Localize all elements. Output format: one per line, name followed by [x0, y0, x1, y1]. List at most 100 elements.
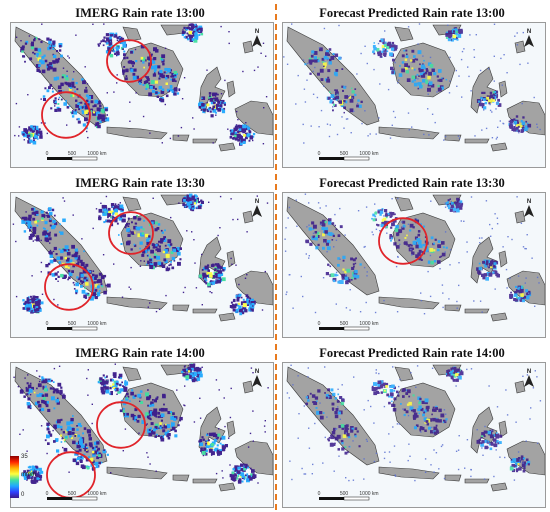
rain-pixel	[331, 101, 334, 104]
rain-pixel	[473, 300, 475, 302]
rain-pixel	[374, 215, 377, 218]
rain-pixel	[253, 69, 256, 72]
rain-pixel	[24, 131, 27, 134]
rain-pixel	[37, 307, 42, 312]
rain-pixel	[167, 436, 171, 440]
rain-pixel	[390, 214, 393, 217]
rain-pixel	[221, 445, 226, 449]
rain-pixel	[365, 301, 367, 304]
rain-pixel	[377, 386, 381, 390]
rain-pixel	[103, 290, 107, 295]
rain-pixel	[513, 126, 516, 129]
rain-pixel	[41, 69, 46, 74]
rain-pixel	[173, 259, 176, 262]
rain-pixel	[102, 449, 107, 454]
rain-pixel	[34, 239, 36, 241]
rain-pixel	[458, 28, 463, 33]
rain-pixel	[343, 100, 346, 103]
rain-pixel	[345, 85, 347, 88]
rain-pixel	[235, 294, 239, 299]
rain-pixel	[123, 388, 128, 392]
rain-pixel	[539, 400, 542, 402]
rain-pixel	[69, 420, 74, 425]
rain-pixel	[34, 125, 39, 130]
rain-pixel	[51, 208, 55, 212]
rain-pixel	[98, 279, 102, 283]
rain-pixel	[73, 71, 75, 73]
rain-pixel	[28, 214, 32, 219]
rain-pixel	[447, 369, 451, 372]
rain-pixel	[198, 201, 201, 204]
rain-pixel	[131, 232, 135, 235]
rain-pixel	[418, 82, 422, 86]
rain-pixel	[81, 459, 83, 462]
rain-pixel	[422, 71, 425, 74]
rain-pixel	[459, 206, 463, 210]
rain-pixel	[177, 252, 181, 256]
rain-pixel	[215, 379, 218, 381]
rain-pixel	[23, 139, 25, 141]
rain-pixel	[433, 426, 438, 431]
rain-pixel	[41, 293, 44, 295]
rain-pixel	[41, 56, 45, 59]
rain-pixel	[28, 136, 31, 139]
island	[514, 380, 526, 394]
rain-pixel	[99, 42, 101, 45]
rain-pixel	[514, 127, 519, 132]
rain-pixel	[48, 251, 52, 254]
rain-pixel	[49, 47, 52, 50]
rain-pixel	[355, 274, 360, 279]
rain-pixel	[426, 423, 429, 426]
rain-pixel	[413, 82, 418, 87]
rain-pixel	[519, 298, 524, 302]
rain-pixel	[144, 75, 147, 78]
rain-pixel	[194, 32, 198, 36]
rain-pixel	[60, 54, 63, 58]
rain-pixel	[527, 463, 530, 466]
rain-pixel	[515, 122, 520, 127]
rain-pixel	[150, 261, 153, 264]
rain-pixel	[217, 433, 221, 437]
rain-pixel	[238, 128, 242, 131]
rain-pixel	[31, 310, 33, 312]
rain-pixel	[44, 221, 48, 225]
rain-pixel	[31, 468, 35, 472]
rain-pixel	[423, 411, 426, 414]
rain-pixel	[522, 116, 525, 119]
rain-pixel	[378, 117, 380, 119]
rain-pixel	[131, 389, 134, 392]
rain-pixel	[123, 53, 126, 57]
rain-pixel	[48, 40, 52, 45]
rain-pixel	[88, 433, 92, 437]
island	[464, 138, 490, 144]
scale-label: 500	[68, 491, 77, 497]
rain-pixel	[47, 442, 50, 445]
rain-pixel	[249, 302, 252, 306]
scale-label: 500	[340, 151, 349, 157]
rain-pixel	[484, 425, 486, 428]
rain-pixel	[313, 401, 318, 405]
rain-pixel	[238, 294, 241, 297]
rain-pixel	[424, 458, 427, 460]
rain-pixel	[479, 300, 482, 302]
rain-pixel	[527, 123, 532, 128]
rain-pixel	[86, 292, 90, 297]
rain-pixel	[116, 222, 119, 225]
rain-pixel	[107, 219, 110, 223]
rain-pixel	[62, 197, 64, 199]
rain-pixel	[108, 53, 111, 56]
rain-pixel	[74, 90, 76, 93]
rain-pixel	[176, 246, 180, 250]
rain-pixel	[38, 38, 41, 41]
rain-pixel	[399, 230, 403, 233]
rain-pixel	[442, 306, 444, 309]
rain-pixel	[329, 91, 331, 93]
rain-pixel	[423, 66, 426, 70]
rain-pixel	[55, 388, 59, 392]
rain-pixel	[526, 292, 529, 296]
rain-pixel	[310, 125, 312, 127]
rain-pixel	[317, 57, 320, 60]
rain-pixel	[222, 448, 225, 452]
rain-pixel	[413, 68, 416, 71]
rain-pixel	[184, 286, 186, 289]
